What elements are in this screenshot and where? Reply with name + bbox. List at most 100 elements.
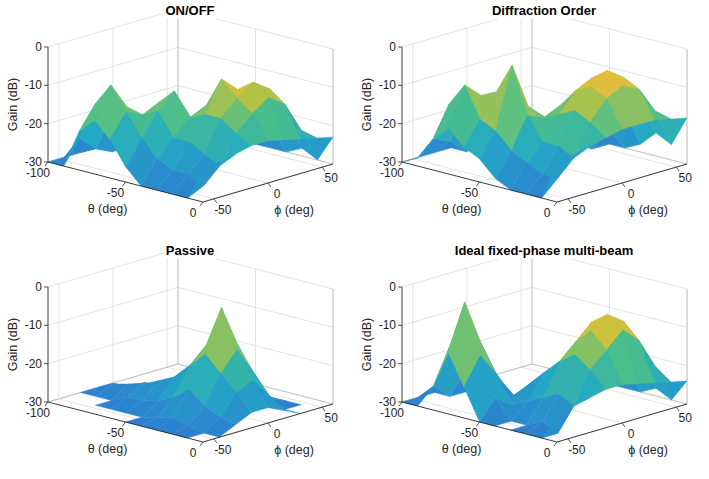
tick-label: -50 bbox=[107, 186, 125, 200]
grid-line bbox=[48, 287, 178, 325]
tick bbox=[268, 423, 271, 427]
tick-label: -10 bbox=[379, 78, 397, 92]
tick-label: 50 bbox=[679, 171, 693, 185]
panel: -100-500-50050-30-20-100θ (deg)ϕ (deg)Ga… bbox=[360, 242, 692, 460]
grid-line bbox=[48, 364, 178, 402]
tick-label: 0 bbox=[389, 40, 396, 54]
tick-label: -30 bbox=[379, 155, 397, 169]
grid-line bbox=[333, 49, 334, 164]
grid-line bbox=[521, 252, 522, 367]
tick bbox=[398, 162, 402, 163]
box-edge bbox=[532, 9, 533, 124]
axis-title: ϕ (deg) bbox=[628, 443, 668, 457]
tick-label: -30 bbox=[379, 395, 397, 409]
axis-line bbox=[48, 287, 49, 402]
box-edge bbox=[178, 249, 179, 364]
tick-label: -50 bbox=[568, 203, 586, 217]
surface bbox=[81, 308, 302, 439]
panel-title: Passive bbox=[166, 243, 214, 258]
tick bbox=[398, 47, 402, 48]
surface-patch bbox=[542, 407, 574, 438]
box-edge bbox=[687, 289, 688, 404]
tick bbox=[44, 363, 48, 364]
grid-line bbox=[48, 326, 178, 364]
tick-label: -20 bbox=[25, 117, 43, 131]
tick bbox=[398, 325, 402, 326]
surface bbox=[402, 302, 687, 438]
tick-label: 0 bbox=[274, 187, 281, 201]
tick-label: 0 bbox=[389, 280, 396, 294]
axis-title: ϕ (deg) bbox=[628, 203, 668, 217]
surface-patch bbox=[402, 138, 434, 162]
grid bbox=[402, 9, 687, 202]
title-background bbox=[452, 242, 636, 259]
axis-title: ϕ (deg) bbox=[274, 443, 314, 457]
axis-title: θ (deg) bbox=[88, 442, 128, 456]
tick bbox=[44, 287, 48, 288]
axis-title: Gain (dB) bbox=[6, 78, 20, 132]
tick-label: 0 bbox=[274, 427, 281, 441]
tick-label: 0 bbox=[35, 280, 42, 294]
title-background bbox=[489, 2, 599, 19]
grid-line bbox=[48, 9, 178, 47]
surface-patch bbox=[188, 163, 220, 198]
grid-line bbox=[167, 252, 168, 367]
grid-line bbox=[687, 289, 688, 404]
grid-line bbox=[203, 164, 333, 202]
grid-line bbox=[178, 287, 333, 327]
box-edge bbox=[687, 49, 688, 164]
tick-labels: -100-500-50050-30-20-100θ (deg)ϕ (deg)Ga… bbox=[6, 280, 338, 460]
grid-line bbox=[412, 284, 413, 399]
grid-line bbox=[113, 268, 114, 383]
tick bbox=[268, 183, 271, 187]
tick bbox=[398, 85, 402, 86]
tick-label: -20 bbox=[25, 357, 43, 371]
tick-label: -10 bbox=[25, 318, 43, 332]
grid-line bbox=[255, 269, 256, 384]
tick bbox=[622, 183, 625, 187]
box-edge bbox=[532, 249, 533, 364]
tick-label: -30 bbox=[25, 155, 43, 169]
panel: -100-500-50050-30-20-100θ (deg)ϕ (deg)Ga… bbox=[6, 2, 338, 220]
axis-line bbox=[402, 47, 403, 162]
tick-label: 50 bbox=[679, 411, 693, 425]
tick-labels: -100-500-50050-30-20-100θ (deg)ϕ (deg)Ga… bbox=[360, 280, 692, 460]
panel: -100-500-50050-30-20-100θ (deg)ϕ (deg)Ga… bbox=[6, 242, 338, 460]
surface-patch bbox=[418, 138, 450, 157]
tick-label: -50 bbox=[214, 203, 232, 217]
grid-line bbox=[333, 289, 334, 404]
axis-line bbox=[557, 404, 687, 442]
axis-title: Gain (dB) bbox=[6, 318, 20, 372]
surface-patch bbox=[172, 425, 204, 438]
grid-line bbox=[557, 404, 687, 442]
tick bbox=[622, 423, 625, 427]
tick bbox=[44, 402, 48, 403]
axis-title: θ (deg) bbox=[88, 202, 128, 216]
axis-title: ϕ (deg) bbox=[274, 203, 314, 217]
axis-title: θ (deg) bbox=[442, 442, 482, 456]
tick-label: 0 bbox=[35, 40, 42, 54]
tick bbox=[44, 85, 48, 86]
surface bbox=[402, 65, 687, 198]
title-background bbox=[162, 2, 217, 19]
tick-label: -20 bbox=[379, 117, 397, 131]
grid bbox=[48, 9, 333, 202]
title-background bbox=[163, 242, 217, 259]
surface-patch bbox=[418, 348, 450, 406]
panel-title: ON/OFF bbox=[165, 3, 214, 18]
tick bbox=[200, 442, 203, 446]
tick-labels: -100-500-50050-30-20-100θ (deg)ϕ (deg)Ga… bbox=[360, 40, 692, 220]
grid-line bbox=[412, 44, 413, 159]
grid-line bbox=[532, 249, 533, 364]
tick-label: -50 bbox=[461, 186, 479, 200]
axis-line bbox=[402, 162, 557, 202]
grid-line bbox=[48, 47, 178, 85]
axis-line bbox=[48, 162, 203, 202]
tick bbox=[554, 202, 557, 206]
tick bbox=[44, 47, 48, 48]
grid-line bbox=[178, 47, 333, 87]
tick bbox=[44, 123, 48, 124]
axis-line bbox=[203, 404, 333, 442]
grid bbox=[48, 249, 333, 442]
tick-label: 0 bbox=[544, 446, 551, 460]
